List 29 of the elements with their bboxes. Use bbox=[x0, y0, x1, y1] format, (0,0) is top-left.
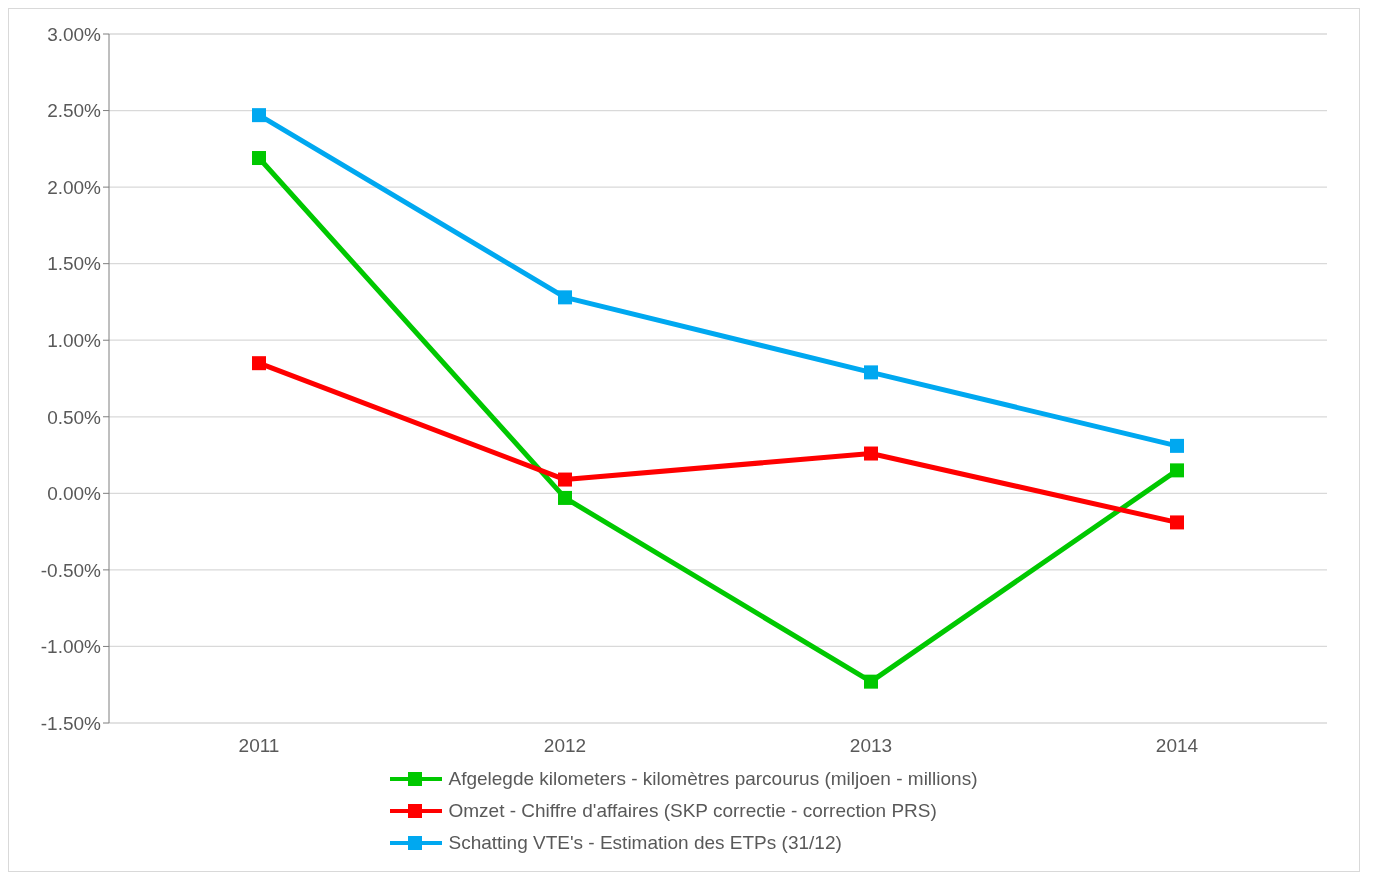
y-tick-label: 2.50% bbox=[47, 100, 102, 122]
y-tick-label: 3.00% bbox=[47, 23, 102, 45]
point bbox=[252, 108, 266, 123]
x-tick-label: 2014 bbox=[1155, 735, 1199, 757]
legend-label: Omzet - Chiffre d'affaires (SKP correctie - correction PRS) bbox=[448, 800, 937, 822]
y-tick-label: 2.00% bbox=[47, 176, 102, 198]
y-tick-label: -1.00% bbox=[40, 636, 102, 658]
legend-label: Afgelegde kilometers - kilomètres parcourus (miljoen - millions) bbox=[448, 768, 978, 790]
y-tick-label: 0.50% bbox=[47, 406, 102, 428]
point bbox=[558, 290, 572, 305]
y-tick-label: 1.50% bbox=[47, 253, 102, 275]
x-tick-label: 2011 bbox=[238, 735, 280, 757]
point bbox=[558, 472, 572, 487]
y-tick-label: 0.00% bbox=[47, 483, 102, 505]
point bbox=[1170, 438, 1184, 453]
point bbox=[1170, 463, 1184, 478]
point bbox=[252, 151, 266, 166]
point bbox=[1170, 515, 1184, 530]
y-tick-label: -0.50% bbox=[40, 559, 102, 581]
point bbox=[864, 674, 878, 689]
point bbox=[558, 490, 572, 505]
x-tick-label: 2013 bbox=[849, 735, 893, 757]
y-tick-label: -1.50% bbox=[40, 712, 102, 734]
point bbox=[864, 446, 878, 461]
x-tick-label: 2012 bbox=[543, 735, 587, 757]
point bbox=[252, 356, 266, 371]
point bbox=[864, 365, 878, 380]
legend-label: Schatting VTE's - Estimation des ETPs (31/12) bbox=[448, 832, 842, 854]
y-tick-label: 1.00% bbox=[47, 329, 102, 351]
